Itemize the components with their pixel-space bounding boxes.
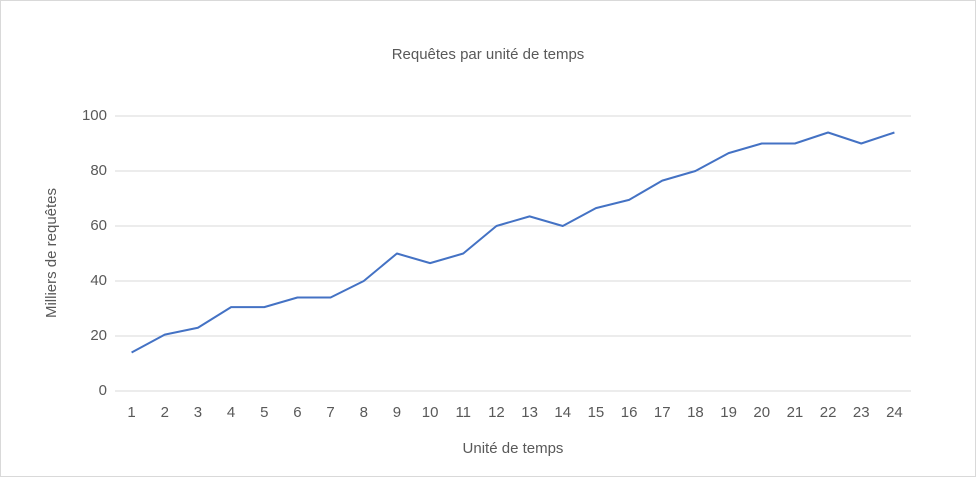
y-tick-label: 100 xyxy=(82,107,107,124)
x-tick-label: 14 xyxy=(554,404,571,421)
x-tick-label: 2 xyxy=(161,404,169,421)
x-tick-label: 16 xyxy=(621,404,638,421)
x-tick-label: 22 xyxy=(820,404,837,421)
x-tick-label: 23 xyxy=(853,404,870,421)
x-tick-label: 1 xyxy=(127,404,135,421)
x-tick-label: 19 xyxy=(720,404,737,421)
data-line xyxy=(131,131,895,354)
y-tick-label: 20 xyxy=(90,327,107,344)
x-tick-label: 21 xyxy=(787,404,804,421)
y-tick-label: 40 xyxy=(90,272,107,289)
y-axis-title: Milliers de requêtes xyxy=(43,188,60,318)
y-tick-label: 0 xyxy=(99,382,107,399)
x-axis-title: Unité de temps xyxy=(463,440,564,457)
x-tick-label: 9 xyxy=(393,404,401,421)
x-tick-label: 8 xyxy=(360,404,368,421)
x-tick-label: 5 xyxy=(260,404,268,421)
x-tick-label: 20 xyxy=(753,404,770,421)
x-tick-label: 3 xyxy=(194,404,202,421)
x-tick-label: 17 xyxy=(654,404,671,421)
x-tick-label: 11 xyxy=(455,404,471,421)
x-tick-label: 15 xyxy=(588,404,605,421)
x-tick-label: 7 xyxy=(326,404,334,421)
x-tick-label: 10 xyxy=(422,404,439,421)
y-tick-label: 80 xyxy=(90,162,107,179)
chart-title: Requêtes par unité de temps xyxy=(392,46,585,63)
x-tick-label: 13 xyxy=(521,404,538,421)
x-tick-label: 6 xyxy=(293,404,301,421)
x-tick-label: 18 xyxy=(687,404,704,421)
x-tick-label: 4 xyxy=(227,404,235,421)
y-tick-label: 60 xyxy=(90,217,107,234)
x-tick-label: 24 xyxy=(886,404,903,421)
x-tick-label: 12 xyxy=(488,404,505,421)
